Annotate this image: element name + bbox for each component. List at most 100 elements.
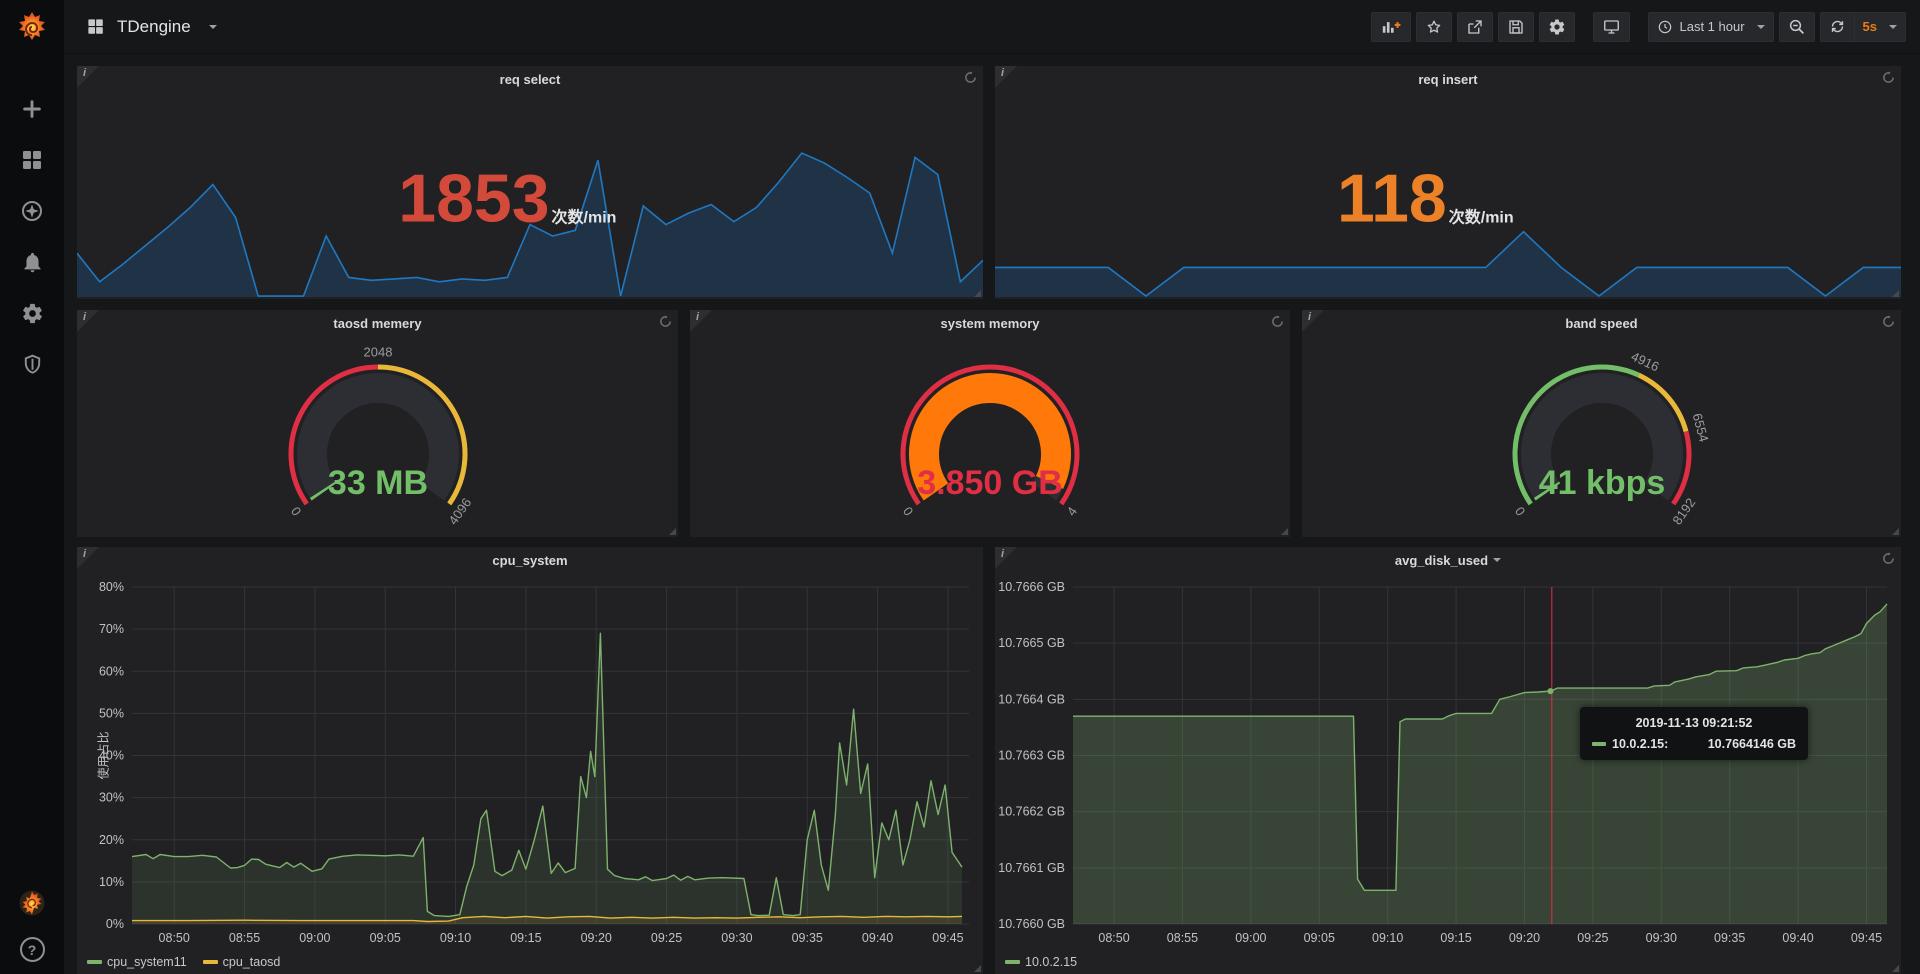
share-dashboard-button[interactable] — [1457, 12, 1493, 42]
panel-title[interactable]: avg_disk_used — [995, 547, 1901, 573]
svg-text:0%: 0% — [106, 917, 124, 931]
panel-info-icon[interactable]: i — [995, 66, 1017, 88]
stat-display: 1853 次数/min — [398, 168, 616, 229]
help-icon[interactable]: ? — [20, 937, 45, 962]
avg-disk-used-graph[interactable]: 08:5008:5509:0009:0509:1009:1509:2009:25… — [995, 575, 1901, 950]
panel-resize-handle[interactable] — [974, 965, 981, 972]
grafana-app: ? TDengine — [0, 0, 1920, 974]
cycle-view-mode-button[interactable] — [1593, 12, 1630, 42]
plus-icon — [21, 98, 43, 120]
sidebar-item-create[interactable] — [12, 95, 52, 123]
legend-item[interactable]: cpu_system11 — [87, 955, 187, 969]
svg-text:09:30: 09:30 — [1646, 931, 1677, 945]
legend-series-label: 10.0.2.15 — [1025, 955, 1077, 969]
time-range-label: Last 1 hour — [1679, 19, 1744, 34]
panel-title[interactable]: req select — [77, 66, 983, 92]
svg-text:08:55: 08:55 — [229, 931, 260, 945]
sidebar-item-server-admin[interactable] — [12, 350, 52, 378]
panel-title[interactable]: req insert — [995, 66, 1901, 92]
dashboards-grid-icon — [20, 148, 44, 172]
gear-icon — [1548, 18, 1566, 36]
legend-item[interactable]: cpu_taosd — [203, 955, 281, 969]
svg-text:41 kbps: 41 kbps — [1538, 464, 1665, 502]
stat-value: 1853 — [398, 168, 549, 229]
svg-text:09:10: 09:10 — [440, 931, 471, 945]
refresh-interval-picker[interactable]: 5s — [1855, 12, 1906, 42]
svg-text:08:55: 08:55 — [1167, 931, 1198, 945]
svg-text:10.7664 GB: 10.7664 GB — [998, 692, 1065, 706]
panel-resize-handle[interactable] — [1281, 528, 1288, 535]
zoom-out-time-button[interactable] — [1779, 12, 1815, 42]
panel-taosd-memery: i taosd memery 02048409633 MB — [77, 310, 678, 537]
refresh-button[interactable] — [1820, 12, 1855, 42]
panel-info-icon[interactable]: i — [1302, 310, 1324, 332]
panel-info-icon[interactable]: i — [77, 310, 99, 332]
dashboard-title[interactable]: TDengine — [117, 17, 191, 37]
shield-icon — [21, 353, 44, 376]
panel-resize-handle[interactable] — [1892, 290, 1899, 297]
panel-info-icon[interactable]: i — [77, 547, 99, 569]
panel-band-speed: i band speed 049166554819241 kbps — [1302, 310, 1901, 537]
svg-text:09:20: 09:20 — [1509, 931, 1540, 945]
panel-resize-handle[interactable] — [1892, 528, 1899, 535]
panel-avg-disk-used: i avg_disk_used 08:5008:5509:0009:0509:1… — [995, 547, 1901, 974]
dashboard-grid-icon[interactable] — [86, 17, 105, 36]
monitor-icon — [1602, 18, 1621, 36]
time-range-picker[interactable]: Last 1 hour — [1648, 12, 1773, 42]
stat-unit: 次数/min — [552, 203, 617, 227]
panel-title[interactable]: cpu_system — [77, 547, 983, 573]
cpu-system-graph[interactable]: 08:5008:5509:0009:0509:1009:1509:2009:25… — [77, 575, 983, 950]
panel-resize-handle[interactable] — [1892, 965, 1899, 972]
sidebar-item-dashboards[interactable] — [12, 146, 52, 174]
stat-unit: 次数/min — [1449, 203, 1514, 227]
panel-info-icon[interactable]: i — [690, 310, 712, 332]
panel-title[interactable]: system memory — [690, 310, 1290, 336]
panel-req-select: i req select 1853 次数/min — [77, 66, 983, 299]
panel-resize-handle[interactable] — [974, 290, 981, 297]
svg-text:10.7665 GB: 10.7665 GB — [998, 636, 1065, 650]
legend-series-dash — [203, 960, 218, 964]
panel-menu-caret-icon — [1493, 558, 1501, 562]
sidebar-item-explore[interactable] — [12, 197, 52, 225]
star-icon — [1425, 18, 1443, 36]
save-dashboard-button[interactable] — [1498, 12, 1534, 42]
add-panel-button[interactable] — [1371, 12, 1411, 42]
user-avatar[interactable] — [17, 888, 47, 923]
svg-text:09:45: 09:45 — [932, 931, 963, 945]
panel-refresh-spinner-icon — [659, 315, 672, 333]
stat-display: 118 次数/min — [1337, 168, 1514, 229]
dashboard-title-caret-icon[interactable] — [209, 25, 217, 29]
panel-resize-handle[interactable] — [669, 528, 676, 535]
svg-text:09:10: 09:10 — [1372, 931, 1403, 945]
svg-text:2048: 2048 — [363, 344, 392, 359]
svg-text:09:05: 09:05 — [1304, 931, 1335, 945]
gear-icon — [21, 302, 44, 325]
zoom-out-icon — [1788, 18, 1806, 36]
time-range-caret-icon — [1757, 25, 1765, 29]
panel-refresh-spinner-icon — [1882, 315, 1895, 333]
refresh-interval-caret-icon — [1889, 25, 1897, 29]
legend-series-dash — [87, 960, 102, 964]
svg-text:80%: 80% — [99, 580, 124, 594]
svg-text:09:35: 09:35 — [792, 931, 823, 945]
svg-text:09:40: 09:40 — [862, 931, 893, 945]
svg-text:33 MB: 33 MB — [327, 464, 427, 502]
band-speed-gauge: 049166554819241 kbps — [1467, 340, 1737, 530]
sidebar: ? — [0, 0, 64, 974]
sidebar-item-configuration[interactable] — [12, 299, 52, 327]
svg-text:10.7660 GB: 10.7660 GB — [998, 917, 1065, 931]
panel-title[interactable]: taosd memery — [77, 310, 678, 336]
stat-value: 118 — [1337, 168, 1447, 229]
svg-text:09:40: 09:40 — [1782, 931, 1813, 945]
star-dashboard-button[interactable] — [1416, 12, 1452, 42]
svg-text:70%: 70% — [99, 622, 124, 636]
panel-info-icon[interactable]: i — [77, 66, 99, 88]
dashboard-settings-button[interactable] — [1539, 12, 1575, 42]
panel-info-icon[interactable]: i — [995, 547, 1017, 569]
sidebar-item-alerting[interactable] — [12, 248, 52, 276]
panel-title[interactable]: band speed — [1302, 310, 1901, 336]
svg-text:08:50: 08:50 — [1098, 931, 1129, 945]
svg-text:0: 0 — [287, 504, 303, 519]
grafana-logo[interactable] — [14, 10, 50, 51]
legend-item[interactable]: 10.0.2.15 — [1005, 955, 1077, 969]
